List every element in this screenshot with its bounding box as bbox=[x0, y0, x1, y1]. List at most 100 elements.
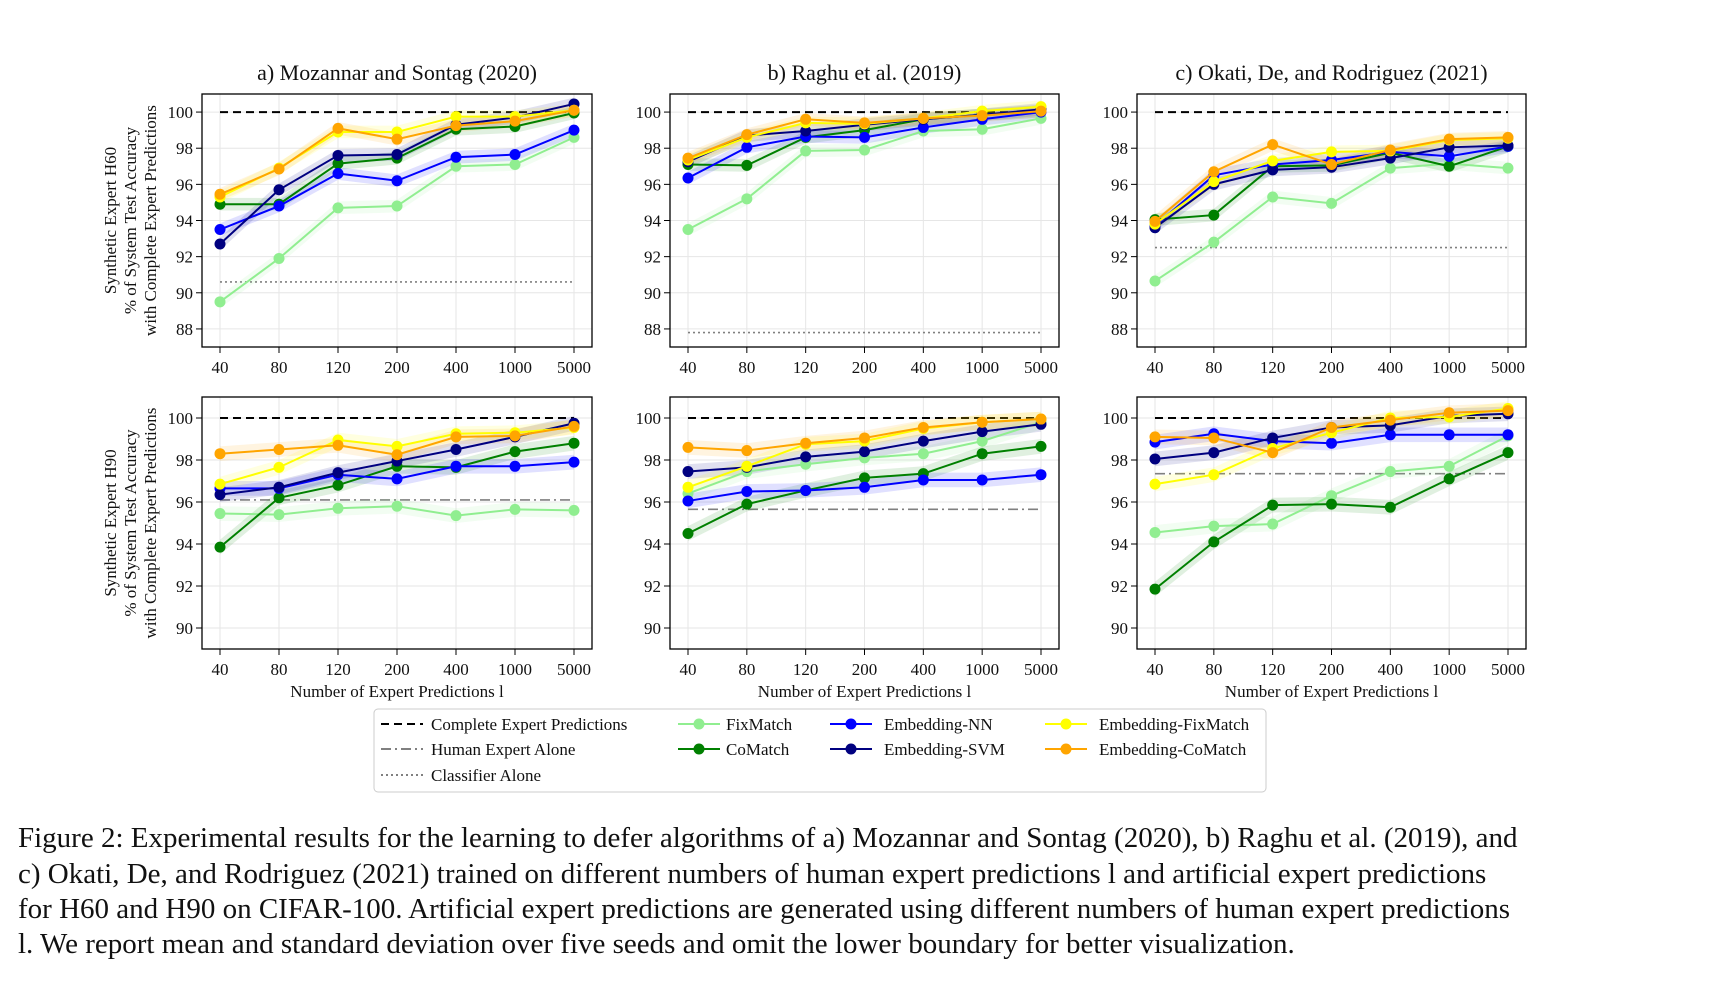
x-tick-label: 200 bbox=[1319, 358, 1345, 377]
x-tick-label: 1000 bbox=[965, 660, 999, 679]
x-tick-label: 80 bbox=[738, 660, 755, 679]
y-tick-label: 92 bbox=[644, 248, 661, 267]
data-point bbox=[1326, 421, 1337, 433]
x-tick-label: 400 bbox=[911, 358, 937, 377]
legend-item: Complete Expert Predictions bbox=[381, 715, 627, 734]
x-tick-label: 200 bbox=[852, 660, 878, 679]
data-point bbox=[917, 435, 929, 447]
series-embedding-nn bbox=[214, 124, 580, 236]
data-point bbox=[509, 115, 521, 127]
x-tick-label: 120 bbox=[793, 358, 819, 377]
data-point bbox=[800, 125, 812, 137]
legend-item: Embedding-SVM bbox=[830, 740, 1005, 759]
data-point bbox=[1502, 131, 1514, 143]
subplot-4: 40 80 120 200 400 1000 5000 90 92 94 96 98 100 Number… bbox=[636, 396, 1060, 701]
figure-caption-line: Figure 2: Experimental results for the l… bbox=[18, 822, 1518, 854]
data-point bbox=[682, 481, 694, 493]
data-point bbox=[1443, 133, 1455, 145]
y-tick-label: 96 bbox=[644, 493, 661, 512]
data-point bbox=[800, 484, 812, 496]
x-tick-label: 1000 bbox=[498, 660, 532, 679]
data-point bbox=[1502, 429, 1514, 441]
legend-label: Complete Expert Predictions bbox=[431, 715, 627, 734]
std-band bbox=[688, 103, 1041, 169]
y-tick-label: 98 bbox=[176, 139, 193, 158]
y-axis-label: with Complete Expert Predictions bbox=[141, 408, 160, 639]
data-point bbox=[509, 460, 521, 472]
y-tick-label: 96 bbox=[176, 175, 193, 194]
data-point bbox=[1267, 139, 1279, 151]
data-point bbox=[917, 474, 929, 486]
legend-label: Human Expert Alone bbox=[431, 740, 575, 759]
x-tick-label: 120 bbox=[1260, 358, 1286, 377]
data-point bbox=[568, 420, 580, 432]
subplot-3: 40 80 120 200 400 1000 5000 90 92 94 96 98 100 Number… bbox=[168, 396, 593, 701]
y-tick-label: 100 bbox=[1103, 103, 1129, 122]
figure-caption-line: l. We report mean and standard deviation… bbox=[18, 928, 1295, 960]
x-tick-label: 5000 bbox=[1024, 660, 1058, 679]
data-point bbox=[1326, 498, 1337, 510]
y-tick-label: 94 bbox=[644, 212, 662, 231]
data-point bbox=[976, 448, 988, 460]
data-point bbox=[391, 440, 403, 452]
data-point bbox=[1267, 191, 1279, 203]
data-point bbox=[1149, 478, 1161, 490]
std-band bbox=[688, 104, 1041, 165]
data-point bbox=[214, 224, 226, 236]
x-tick-label: 120 bbox=[793, 660, 819, 679]
subplot-2: 40 80 120 200 400 1000 5000 88 90 92 94 96 98 100 c) O… bbox=[1103, 60, 1527, 377]
y-tick-label: 92 bbox=[1111, 577, 1128, 596]
x-tick-label: 400 bbox=[911, 660, 937, 679]
x-axis-label: Number of Expert Predictions l bbox=[1225, 682, 1439, 701]
data-point bbox=[273, 252, 285, 264]
y-tick-label: 96 bbox=[644, 175, 661, 194]
x-tick-label: 80 bbox=[738, 358, 755, 377]
data-point bbox=[741, 460, 753, 472]
x-tick-label: 40 bbox=[212, 358, 229, 377]
data-point bbox=[976, 474, 988, 486]
y-tick-label: 98 bbox=[644, 139, 661, 158]
data-point bbox=[214, 489, 226, 501]
data-point bbox=[1384, 144, 1396, 156]
legend-item: FixMatch bbox=[678, 715, 793, 734]
data-point bbox=[1502, 162, 1514, 174]
data-point bbox=[214, 188, 226, 200]
y-axis-label: % of System Test Accuracy bbox=[121, 429, 140, 617]
y-tick-label: 96 bbox=[176, 493, 193, 512]
figure-caption-line: for H60 and H90 on CIFAR-100. Artificial… bbox=[18, 893, 1510, 925]
x-axis-label: Number of Expert Predictions l bbox=[758, 682, 972, 701]
series-fixmatch bbox=[214, 500, 580, 522]
data-point bbox=[741, 129, 753, 141]
data-point bbox=[1384, 501, 1396, 513]
data-point bbox=[332, 467, 344, 479]
data-point bbox=[1326, 197, 1337, 209]
series-embedding-comatch bbox=[682, 105, 1047, 164]
std-band bbox=[220, 419, 574, 463]
series-comatch bbox=[1149, 447, 1514, 595]
data-point bbox=[741, 141, 753, 153]
y-tick-label: 94 bbox=[176, 212, 194, 231]
data-point bbox=[917, 421, 929, 433]
x-tick-label: 5000 bbox=[1024, 358, 1058, 377]
data-point bbox=[859, 144, 870, 156]
data-point bbox=[214, 448, 226, 460]
y-tick-label: 94 bbox=[176, 535, 194, 554]
y-tick-label: 90 bbox=[176, 284, 193, 303]
y-tick-label: 98 bbox=[1111, 451, 1128, 470]
data-point bbox=[741, 486, 753, 497]
series-embedding-comatch bbox=[214, 104, 580, 200]
data-point bbox=[682, 528, 694, 539]
data-point bbox=[1267, 447, 1279, 459]
x-tick-label: 400 bbox=[443, 358, 469, 377]
data-point bbox=[509, 149, 521, 161]
data-point bbox=[1149, 453, 1161, 465]
subplot-5: 40 80 120 200 400 1000 5000 90 92 94 96 98 100 Number… bbox=[1103, 396, 1527, 701]
legend-label: FixMatch bbox=[726, 715, 793, 734]
y-tick-label: 100 bbox=[636, 103, 662, 122]
x-tick-label: 400 bbox=[443, 660, 469, 679]
data-point bbox=[1384, 466, 1396, 478]
data-point bbox=[273, 444, 285, 455]
data-point bbox=[917, 448, 929, 460]
data-point bbox=[976, 435, 988, 447]
